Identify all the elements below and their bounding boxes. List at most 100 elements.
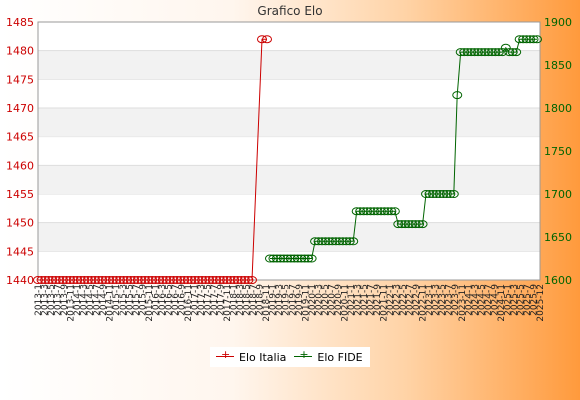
point-elo-fide (427, 190, 438, 198)
point-elo-italia (168, 276, 179, 284)
y-left-tick-label: 1480 (6, 45, 34, 58)
x-tick-label: 2023-5 (438, 284, 448, 316)
x-tick-label: 2023-1 (425, 284, 435, 316)
x-tick-label: 2020-7 (327, 284, 337, 316)
point-elo-fide (431, 190, 442, 198)
point-elo-fide (476, 48, 487, 57)
x-tick-label: 2015-7 (132, 284, 142, 316)
point-elo-fide (344, 237, 355, 246)
x-tick-label: 2022-5 (399, 284, 409, 316)
point-elo-fide (507, 48, 518, 57)
point-elo-italia (61, 276, 72, 284)
legend-item-elo-fide: Elo FIDE (294, 348, 363, 364)
point-elo-italia (122, 276, 133, 284)
point-elo-fide (358, 207, 369, 216)
point-elo-italia (136, 276, 147, 284)
point-elo-italia (218, 276, 229, 284)
point-elo-fide (296, 254, 307, 263)
x-tick-label: 2022-3 (393, 284, 403, 316)
point-elo-italia (147, 276, 158, 284)
x-tick-label: 2014-5 (86, 284, 96, 316)
point-elo-italia (65, 276, 76, 284)
point-elo-fide (448, 190, 459, 198)
point-elo-fide (466, 48, 477, 57)
point-elo-fide (323, 237, 334, 246)
point-elo-fide (441, 190, 452, 198)
point-elo-italia (75, 276, 86, 284)
point-elo-fide (417, 220, 428, 229)
point-elo-italia (154, 276, 165, 284)
x-tick-label: 2013-9 (60, 284, 70, 316)
point-elo-fide (486, 48, 497, 57)
legend-label-elo-italia: Elo Italia (239, 350, 287, 364)
point-elo-italia (104, 276, 115, 284)
x-tick-label: 2025-1 (503, 284, 513, 316)
point-elo-fide (265, 254, 275, 263)
x-tick-label: 2013-7 (54, 284, 64, 316)
point-elo-fide (525, 35, 536, 44)
x-tick-label: 2023-11 (458, 284, 468, 322)
x-tick-label: 2018-11 (262, 284, 272, 322)
point-elo-italia (40, 276, 51, 284)
point-elo-italia (72, 276, 83, 284)
point-elo-fide (396, 220, 407, 229)
plot-border (37, 21, 541, 281)
y-left-tick-label: 1485 (6, 16, 34, 29)
point-elo-fide (414, 220, 425, 229)
x-tick-label: 2019-5 (282, 284, 292, 316)
point-elo-italia (243, 276, 254, 284)
point-elo-italia (236, 276, 247, 284)
point-elo-fide (504, 48, 515, 57)
x-tick-label: 2015-11 (145, 284, 155, 322)
point-elo-italia (197, 276, 208, 284)
point-elo-fide (497, 48, 508, 57)
point-elo-fide (434, 190, 445, 198)
x-tick-label: 2016-3 (158, 284, 168, 316)
point-elo-fide (532, 35, 542, 44)
point-elo-fide (313, 237, 324, 246)
x-tick-label: 2020-9 (334, 284, 344, 316)
point-elo-fide (479, 48, 490, 57)
y-left-tick-label: 1475 (6, 73, 34, 86)
point-elo-italia (204, 276, 215, 284)
point-elo-italia (232, 276, 243, 284)
point-elo-italia (247, 276, 257, 284)
y-left-tick-label: 1445 (6, 245, 34, 258)
x-tick-label: 2019-3 (275, 284, 285, 316)
point-elo-fide (518, 35, 529, 44)
x-tick-label: 2021-7 (366, 284, 376, 316)
point-elo-fide (348, 237, 359, 246)
point-elo-fide (490, 48, 501, 57)
point-elo-italia (229, 276, 240, 284)
point-elo-fide (362, 207, 373, 216)
point-elo-italia (172, 276, 183, 284)
point-elo-italia (118, 276, 129, 284)
point-elo-fide (285, 254, 296, 263)
point-elo-italia (262, 35, 272, 44)
x-tick-label: 2018-5 (243, 284, 253, 316)
point-elo-fide (271, 254, 282, 263)
y-left-tick-label: 1470 (6, 102, 34, 115)
grid-band (38, 50, 540, 80)
x-tick-label: 2021-5 (360, 284, 370, 316)
point-elo-italia (90, 276, 101, 284)
point-elo-fide (372, 207, 383, 216)
point-elo-italia (36, 276, 47, 284)
x-tick-label: 2013-3 (41, 284, 51, 316)
point-elo-italia (129, 276, 140, 284)
point-elo-fide (424, 190, 435, 198)
y-right-tick-label: 1850 (544, 59, 572, 72)
point-elo-fide (382, 207, 393, 216)
x-tick-label: 2018-3 (236, 284, 246, 316)
point-elo-fide (521, 35, 532, 44)
x-tick-label: 2014-11 (106, 284, 116, 322)
point-elo-fide (421, 190, 432, 198)
point-elo-fide (528, 35, 539, 44)
point-elo-fide (379, 207, 390, 216)
x-tick-label: 2016-5 (164, 284, 174, 316)
y-right-tick-label: 1650 (544, 231, 572, 244)
point-elo-italia (68, 276, 79, 284)
point-elo-italia (33, 276, 43, 284)
point-elo-fide (459, 48, 470, 57)
point-elo-fide (299, 254, 310, 263)
